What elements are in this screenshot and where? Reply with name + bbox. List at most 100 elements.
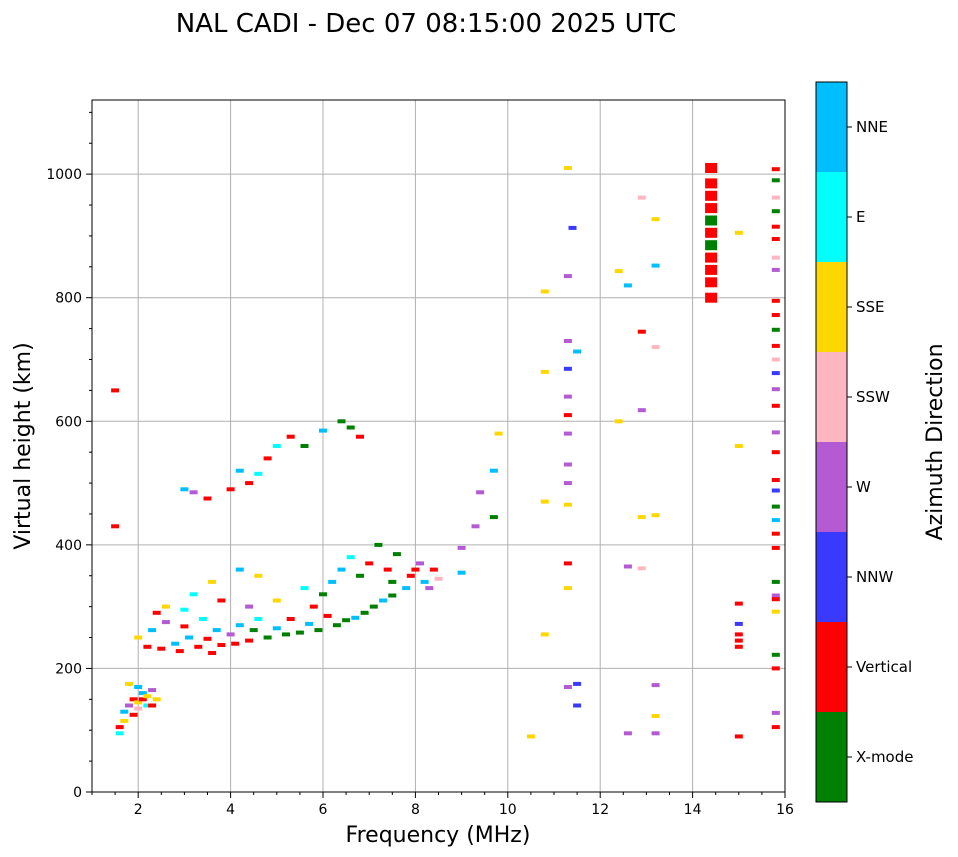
grid-lines — [92, 100, 786, 793]
plot-frame — [91, 99, 786, 793]
colorbar-tick-label: W — [856, 478, 871, 496]
data-point — [208, 579, 217, 584]
data-point — [309, 604, 318, 609]
data-point — [563, 561, 572, 566]
data-point — [263, 635, 272, 640]
data-point — [563, 586, 572, 591]
data-point — [249, 628, 258, 633]
data-point — [198, 617, 207, 621]
data-point — [771, 504, 780, 509]
data-point — [125, 681, 133, 686]
data-point — [476, 490, 485, 495]
data-point — [489, 515, 498, 520]
x-tick-label: 8 — [411, 802, 420, 818]
data-point — [115, 731, 124, 736]
data-point — [563, 339, 572, 343]
data-point — [360, 610, 369, 615]
data-point — [771, 710, 780, 715]
chart-title: NAL CADI - Dec 07 08:15:00 2025 UTC — [176, 9, 676, 39]
data-point — [705, 252, 718, 263]
data-point — [771, 666, 780, 671]
data-point — [402, 586, 411, 591]
data-point — [734, 444, 743, 448]
data-point — [226, 632, 235, 637]
data-point — [771, 430, 780, 435]
data-point — [356, 573, 364, 578]
data-point — [286, 434, 295, 439]
data-point — [263, 456, 272, 461]
data-point — [115, 725, 124, 730]
data-point — [245, 638, 254, 643]
data-point — [771, 371, 780, 376]
y-tick-label: 200 — [55, 661, 82, 677]
data-point — [217, 643, 226, 647]
colorbar-segment — [816, 352, 847, 442]
data-point — [573, 681, 582, 686]
data-point — [623, 731, 632, 736]
data-point — [771, 178, 780, 183]
data-point — [771, 327, 780, 332]
data-point — [332, 623, 341, 628]
data-point — [429, 567, 438, 572]
data-point — [471, 524, 480, 529]
y-tick-label: 0 — [73, 785, 82, 801]
data-point — [148, 703, 157, 708]
colorbar-segment — [816, 172, 847, 262]
colorbar-label: Azimuth Direction — [923, 343, 948, 540]
data-point — [705, 277, 718, 288]
x-tick-label: 16 — [776, 802, 794, 818]
data-point — [411, 567, 420, 572]
data-point — [272, 444, 281, 448]
x-tick-label: 10 — [499, 802, 517, 818]
data-point — [771, 478, 780, 482]
data-point — [138, 691, 147, 696]
data-point — [319, 428, 327, 433]
data-point — [489, 468, 498, 473]
data-point — [771, 255, 780, 260]
x-tick-label: 12 — [591, 802, 609, 818]
data-point — [563, 502, 572, 507]
data-point — [337, 419, 346, 424]
data-point — [185, 635, 193, 640]
x-tick-label: 14 — [684, 802, 702, 818]
data-point — [651, 731, 660, 736]
data-point — [651, 217, 660, 222]
data-point — [734, 734, 743, 739]
data-point — [637, 329, 646, 334]
data-point — [272, 598, 281, 603]
y-tick-label: 800 — [55, 291, 82, 307]
data-point — [771, 597, 780, 602]
data-point — [771, 387, 780, 392]
data-point — [637, 515, 646, 520]
data-point — [180, 624, 189, 629]
data-point — [152, 610, 161, 615]
data-point — [129, 697, 138, 702]
data-point — [300, 586, 309, 591]
data-point — [171, 641, 180, 646]
data-point — [734, 621, 743, 626]
data-point — [705, 264, 718, 275]
data-point — [651, 513, 660, 518]
data-point — [300, 444, 309, 448]
data-point — [120, 718, 129, 723]
data-point — [148, 628, 157, 633]
data-point — [346, 425, 355, 430]
data-point — [540, 499, 549, 504]
data-point — [134, 635, 143, 640]
data-point — [272, 626, 281, 631]
colorbar-segment — [816, 712, 847, 802]
data-point — [771, 593, 780, 598]
data-point — [180, 607, 189, 612]
data-point — [771, 545, 780, 550]
data-point — [637, 195, 646, 200]
data-point — [157, 646, 166, 651]
data-point — [235, 468, 244, 473]
data-point — [637, 566, 646, 571]
data-point — [734, 230, 743, 235]
data-point — [771, 237, 780, 241]
data-point — [134, 700, 143, 705]
data-point — [314, 628, 323, 633]
data-point — [143, 694, 152, 699]
data-point — [148, 688, 157, 693]
data-point — [235, 567, 244, 572]
